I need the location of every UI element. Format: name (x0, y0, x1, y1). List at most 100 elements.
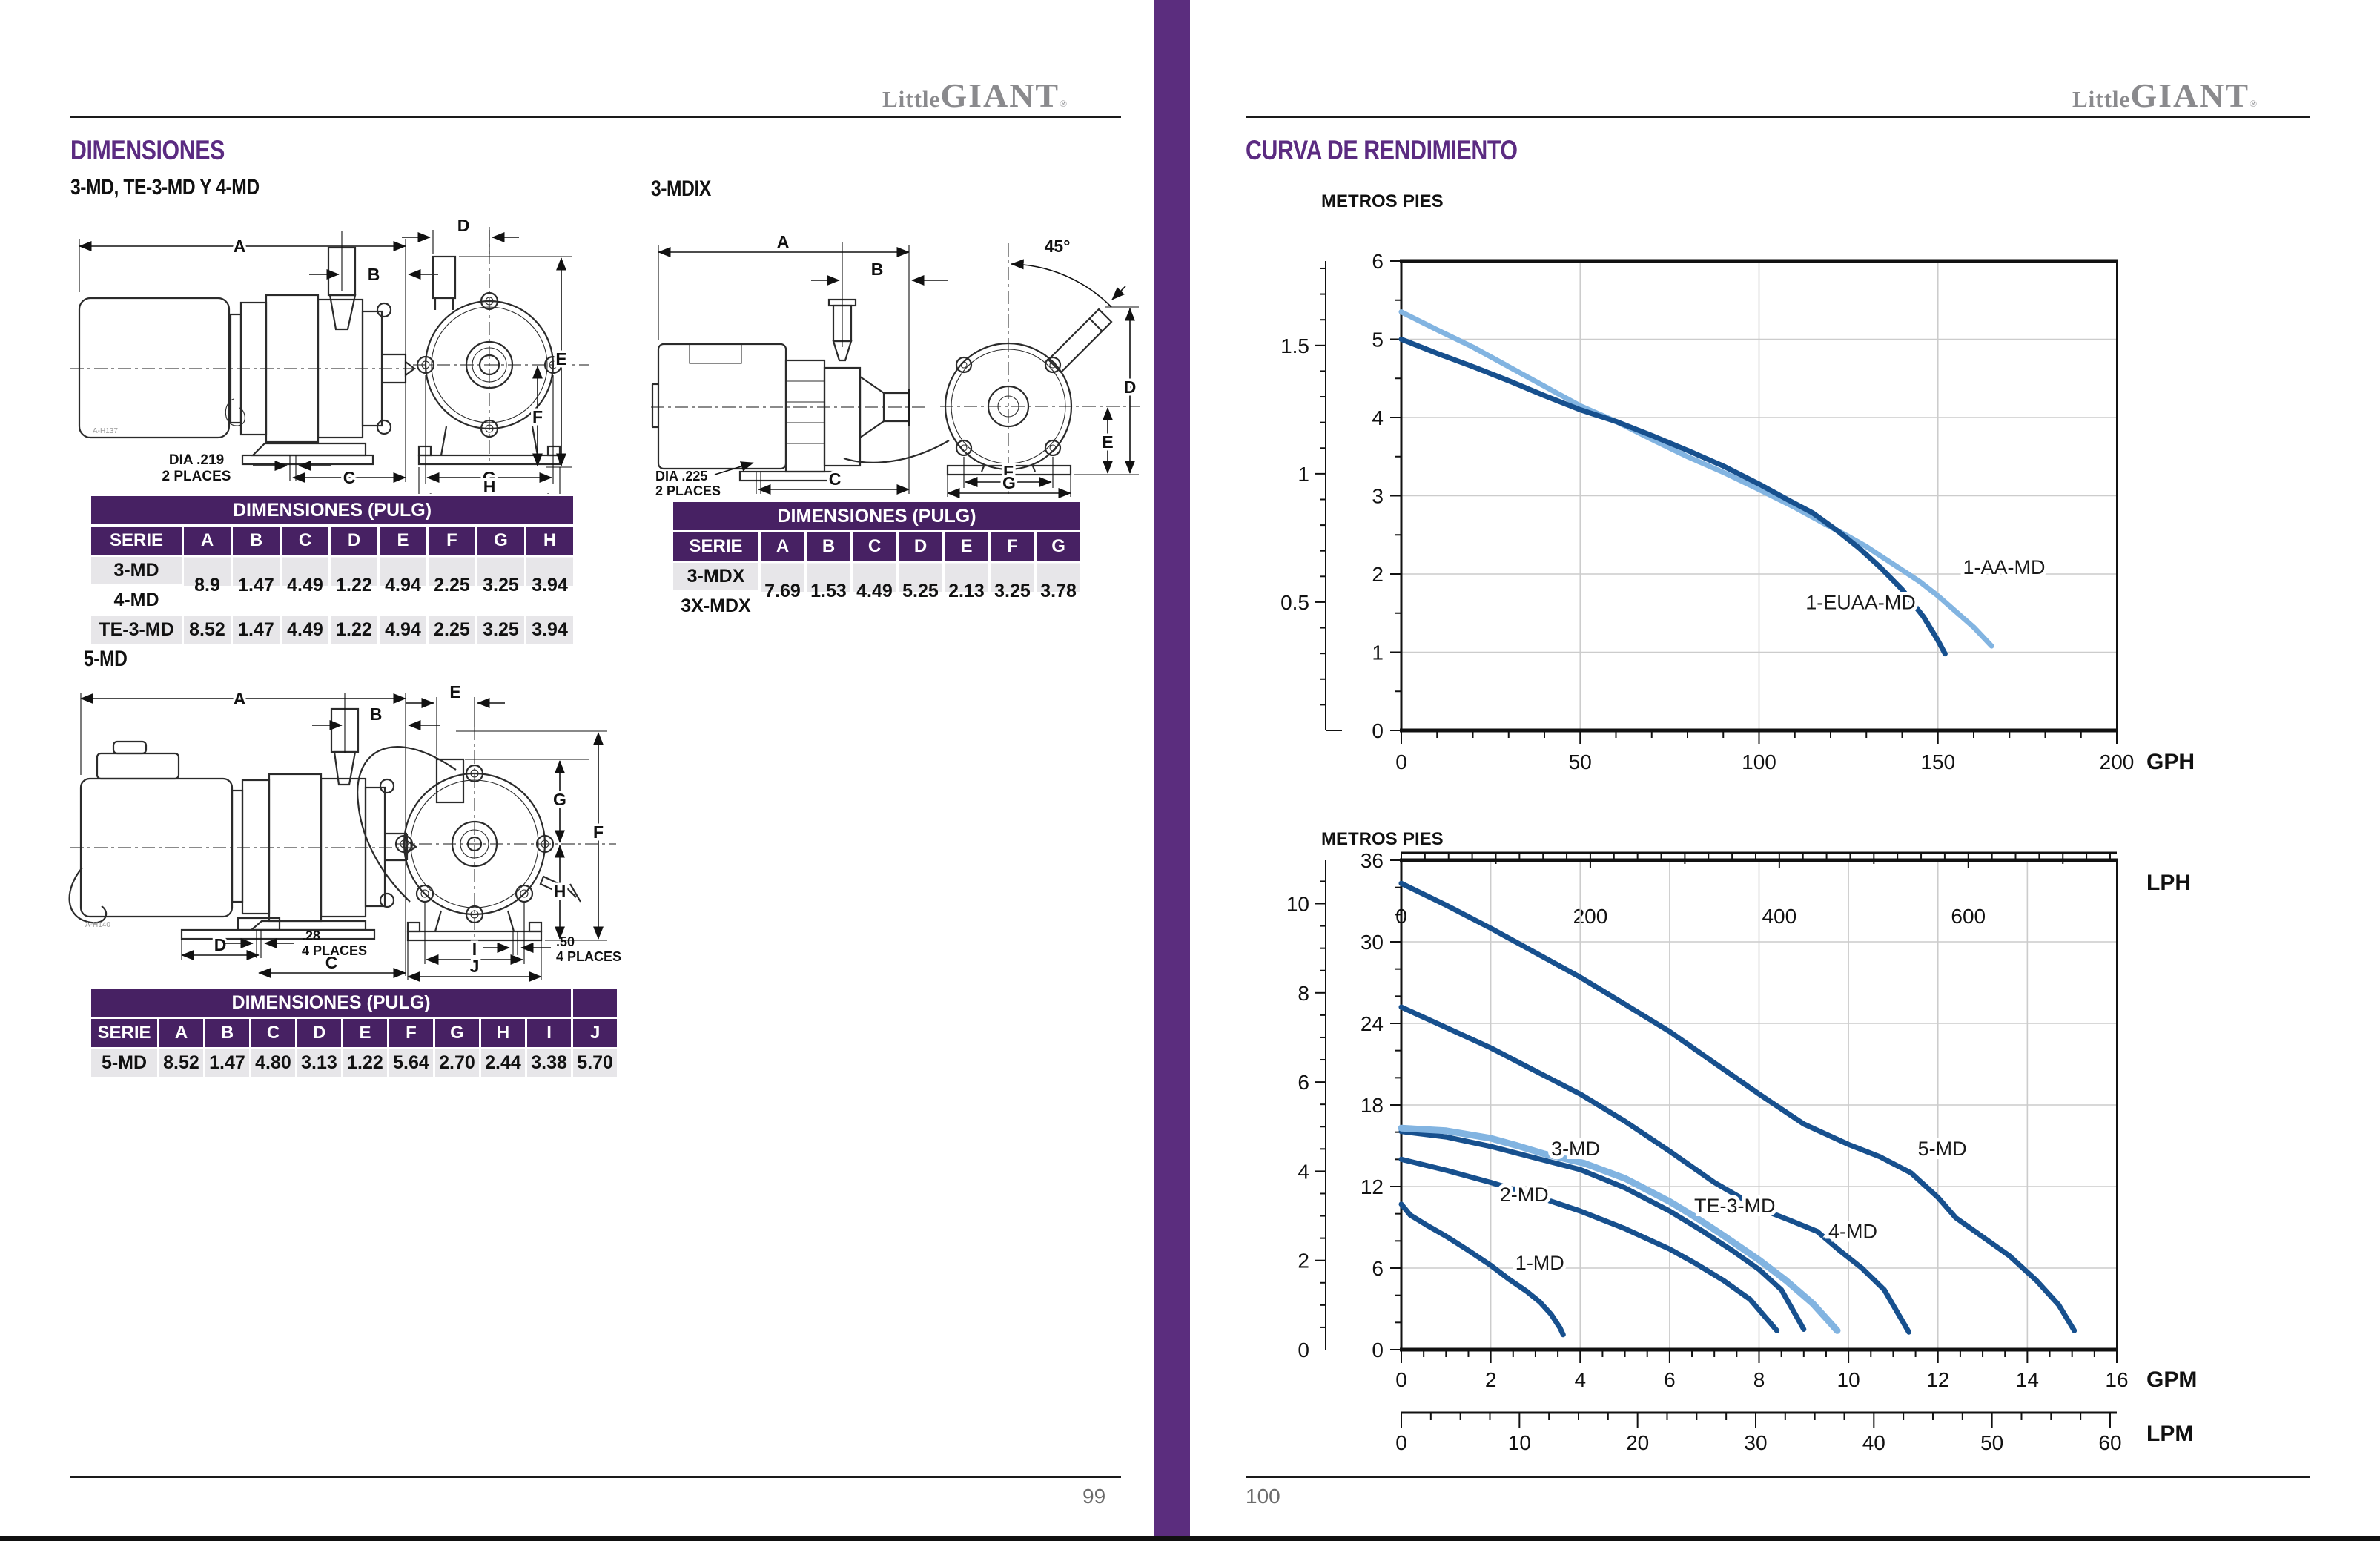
y-tick-label: 12 (1361, 1175, 1384, 1198)
metros-tick-label: 0 (1298, 1339, 1309, 1362)
table-cell: 1.22 (328, 555, 380, 616)
conduit-box (96, 752, 180, 780)
ruler2-tick-label: 200 (1573, 905, 1608, 928)
header-rule-left (70, 116, 1121, 118)
table-cell: 4.49 (280, 614, 331, 646)
dim-e: E (555, 349, 566, 369)
table-title-extra-cell (571, 986, 620, 1019)
curve-label-3-md: 3-MD (1551, 1138, 1600, 1160)
column-header-e: E (942, 530, 991, 563)
table-cell: 7.69 (758, 561, 807, 622)
x-tick-label: 2 (1485, 1368, 1497, 1391)
column-header-g: G (1034, 530, 1083, 563)
x-tick-label: 14 (2016, 1368, 2039, 1391)
column-header-e: E (377, 524, 429, 557)
base-plate (406, 930, 543, 942)
table-title: DIMENSIONES (PULG) (88, 986, 574, 1019)
dim-c: C (325, 953, 338, 972)
drawing1-subtitle: 3-MD, TE-3-MD Y 4-MD (70, 175, 301, 200)
series-5md-title: 5-MD (84, 647, 128, 671)
table-cell: 2.13 (942, 561, 991, 622)
column-header-b: B (203, 1017, 251, 1049)
x-axis2-unit: LPM (2146, 1422, 2193, 1446)
header-rule-right (1246, 116, 2310, 118)
x-tick-label: 12 (1926, 1368, 1949, 1391)
table-cell: 3.94 (523, 614, 576, 646)
chart-svg: 01234560.511.5050100150200GPH0200400600L… (1280, 250, 2195, 928)
curve-te-3-md (1398, 1129, 1807, 1332)
column-header-d: D (896, 530, 945, 563)
metros-tick-label: 6 (1298, 1071, 1309, 1094)
performance-chart-md-series: 0 6 12 18 24 30 36 0 2 4 6 8 10 0 2 4 6 8 10 12 14 16 GPM 0 10 20… (1275, 829, 2239, 1482)
wing-nut (376, 302, 392, 318)
pump-housing (784, 359, 826, 473)
column-header-j: J (571, 1017, 620, 1049)
dim-a: A (234, 237, 246, 256)
part-code: A-H137 (93, 427, 118, 435)
pump-drawing-5md: A B D C .28 4 PLACES A-H140 (68, 680, 621, 983)
column-header-serie: SERIE (89, 524, 184, 557)
column-header-g: G (433, 1017, 481, 1049)
column-header-a: A (157, 1017, 205, 1049)
motor-body (657, 343, 787, 470)
y-tick-label: 2 (1372, 563, 1384, 586)
callout-4-places: 4 PLACES (302, 943, 367, 958)
dim-f: F (532, 407, 543, 426)
metros-tick-label: 1 (1298, 463, 1309, 486)
page-number-left: 99 (1082, 1485, 1106, 1508)
y-tick-label: 1 (1372, 641, 1384, 664)
dim-h: H (483, 477, 496, 496)
metros-tick-label: 8 (1298, 982, 1309, 1005)
curve-label-1-md: 1-MD (1515, 1252, 1564, 1274)
dim-e: E (449, 682, 460, 702)
angled-outlet (1047, 308, 1113, 374)
callout-2-places: 2 PLACES (655, 484, 721, 498)
table-cell: 2.70 (433, 1047, 481, 1079)
metros-tick-label: 0.5 (1280, 591, 1309, 614)
metros-tick-label: 1.5 (1280, 334, 1309, 357)
logo-giant: GIANT (940, 76, 1060, 114)
dim-d: D (457, 216, 470, 235)
y-tick-label: 24 (1361, 1012, 1384, 1035)
pump-drawing-3md: A B C DIA .219 2 PLACES A-H137 D (70, 214, 589, 504)
drawing3-subtitle: 5-MD (84, 647, 136, 672)
y-tick-label: 30 (1361, 931, 1384, 954)
ruler2-tick-label: 50 (1980, 1431, 2003, 1454)
table-cell: 3.94 (523, 555, 576, 616)
power-cord-loop (357, 746, 457, 903)
x-tick-label: 150 (1920, 750, 1955, 773)
curva-heading: CURVA DE RENDIMIENTO (1246, 135, 1518, 165)
curve-label-te-3-md: TE-3-MD (1694, 1195, 1776, 1217)
wing-bolts (955, 356, 1062, 457)
column-header-serie: SERIE (89, 1017, 159, 1049)
dim-a: A (234, 689, 246, 708)
table-cell: 3.38 (524, 1047, 574, 1079)
curve-1-md (1398, 1201, 1566, 1338)
table-cell: 4.80 (249, 1047, 297, 1079)
callout-2-places: 2 PLACES (162, 469, 231, 484)
y-tick-label: 0 (1372, 719, 1384, 742)
series-3mdix-title: 3-MDIX (651, 176, 711, 201)
dim-e: E (1102, 432, 1113, 452)
dim-g: G (1002, 473, 1016, 492)
column-header-i: I (524, 1017, 574, 1049)
y-tick-label: 5 (1372, 329, 1384, 352)
dim-b: B (871, 260, 884, 279)
chart2-pies-label: PIES (1403, 829, 1444, 849)
column-header-h: H (523, 524, 576, 557)
table-cell: 3-MDX (671, 561, 761, 593)
x-tick-label: 100 (1742, 750, 1776, 773)
dim-f: F (1003, 462, 1014, 481)
y-tick-label: 6 (1372, 250, 1384, 273)
column-header-a: A (182, 524, 233, 557)
curve-4-md (1398, 1004, 1911, 1335)
volute-front (424, 300, 555, 430)
wing-nut (379, 778, 395, 794)
dimensiones-heading: DIMENSIONES (70, 135, 225, 165)
book-spine (1154, 0, 1190, 1541)
dim-g: G (553, 790, 566, 809)
base-plate (180, 928, 376, 940)
table-cell: 8.52 (157, 1047, 205, 1079)
ruler2-tick-label: 10 (1508, 1431, 1531, 1454)
